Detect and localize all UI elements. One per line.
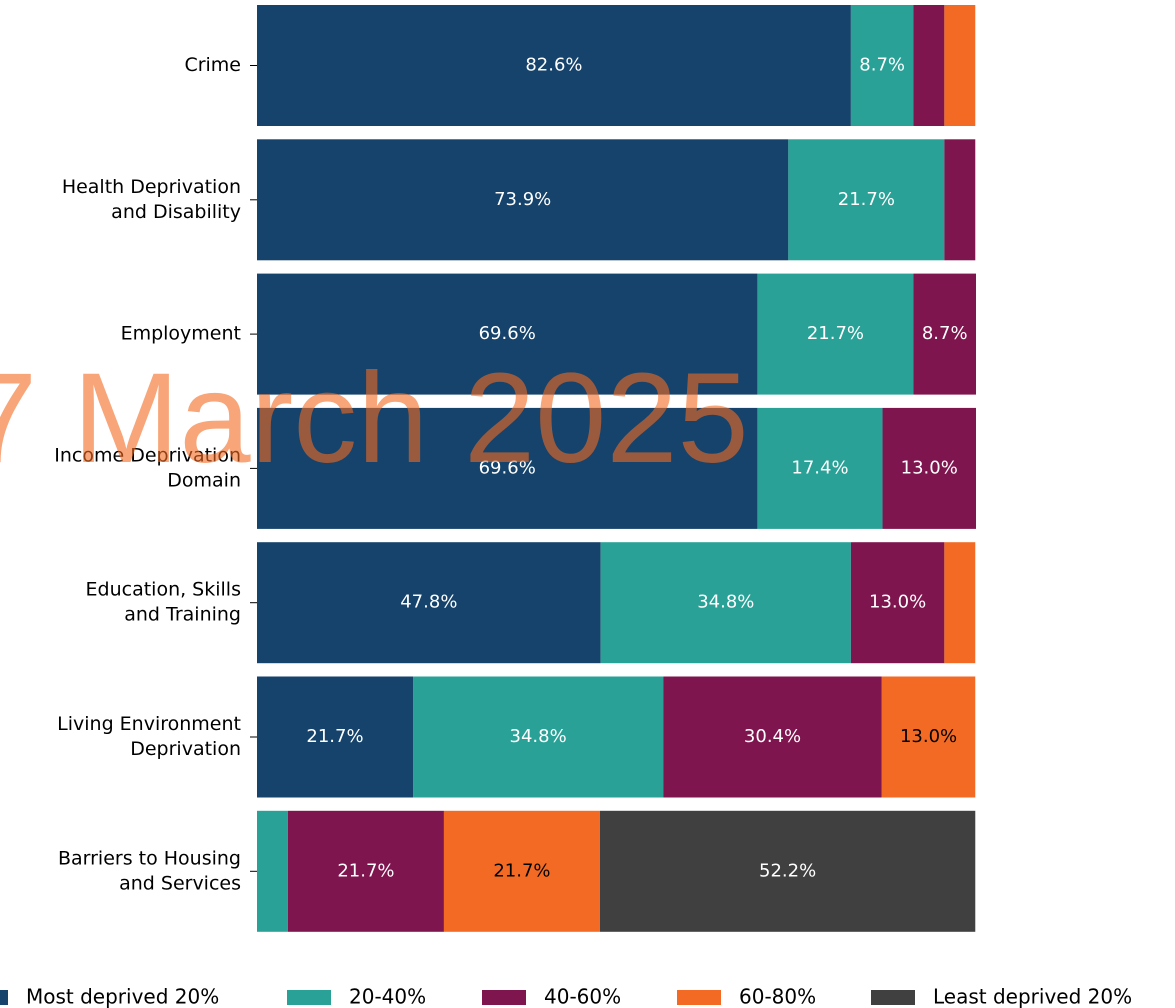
legend-marker <box>871 990 915 1005</box>
data-label: 21.7% <box>337 860 394 881</box>
bar-segment <box>944 139 976 261</box>
legend-marker <box>482 990 526 1005</box>
data-label: 8.7% <box>922 323 968 344</box>
bar-segment <box>663 676 882 798</box>
data-label: 8.7% <box>859 55 905 76</box>
y-tick-label: and Training <box>124 604 241 626</box>
bar-segment <box>257 810 288 932</box>
data-label: 34.8% <box>697 592 754 613</box>
data-label: 13.0% <box>869 592 926 613</box>
y-tick-label: Education, Skills <box>86 579 241 601</box>
bar-segment <box>850 5 914 126</box>
bar-segment <box>599 810 976 932</box>
bar-segment <box>600 542 851 664</box>
bar-segment <box>257 676 414 798</box>
bar-segment <box>944 542 976 664</box>
bar-segment <box>850 542 945 664</box>
legend-marker <box>287 990 331 1005</box>
bar-segment <box>882 407 976 529</box>
bar-segment <box>257 542 601 664</box>
legend-label: 40-60% <box>544 985 621 1008</box>
data-label: 21.7% <box>306 726 363 747</box>
data-label: 21.7% <box>838 189 895 210</box>
data-label: 13.0% <box>901 457 958 478</box>
bar-segment <box>257 5 851 126</box>
data-label: 73.9% <box>494 189 551 210</box>
y-tick-label: Deprivation <box>130 738 241 760</box>
bar-segment <box>287 810 444 932</box>
bar-segment <box>443 810 600 932</box>
bar-segment <box>881 676 976 798</box>
data-label: 13.0% <box>900 726 957 747</box>
legend-label: 20-40% <box>349 985 426 1008</box>
data-label: 34.8% <box>510 726 567 747</box>
data-label: 21.7% <box>807 323 864 344</box>
bar-segment <box>757 273 914 395</box>
bar-segment <box>788 139 945 261</box>
bar-segment <box>257 407 758 529</box>
bar-segment <box>257 139 789 261</box>
data-label: 69.6% <box>479 323 536 344</box>
bar-segment <box>913 5 945 126</box>
legend-label: Most deprived 20% <box>26 985 219 1008</box>
y-tick-label: Domain <box>167 469 241 491</box>
bar-segment <box>413 676 664 798</box>
y-tick-label: Barriers to Housing <box>58 847 241 869</box>
legend-label: 60-80% <box>739 985 816 1008</box>
bar-segment <box>913 273 976 395</box>
data-label: 52.2% <box>759 860 816 881</box>
data-label: 21.7% <box>493 860 550 881</box>
bar-segment <box>757 407 883 529</box>
y-tick-label: and Disability <box>111 201 241 223</box>
y-tick-label: Income Deprivation <box>54 444 241 466</box>
y-tick-label: Crime <box>184 54 241 76</box>
data-label: 47.8% <box>400 592 457 613</box>
watermark: 7 March 2025 <box>0 347 749 490</box>
y-tick-label: Living Environment <box>57 713 241 735</box>
data-label: 69.6% <box>479 457 536 478</box>
bar-segment <box>944 5 976 126</box>
data-label: 82.6% <box>525 55 582 76</box>
legend-marker <box>677 990 721 1005</box>
data-label: 30.4% <box>744 726 801 747</box>
bar-segment <box>257 273 758 395</box>
y-tick-label: Employment <box>121 323 241 345</box>
plot-area: Crime 82.6% 8.7% Health Deprivation and Disa… <box>0 5 1132 1008</box>
y-tick-label: and Services <box>119 872 241 894</box>
y-tick-label: Health Deprivation <box>62 176 241 198</box>
legend-marker <box>0 990 8 1005</box>
legend-label: Least deprived 20% <box>933 985 1132 1008</box>
data-label: 17.4% <box>791 457 848 478</box>
